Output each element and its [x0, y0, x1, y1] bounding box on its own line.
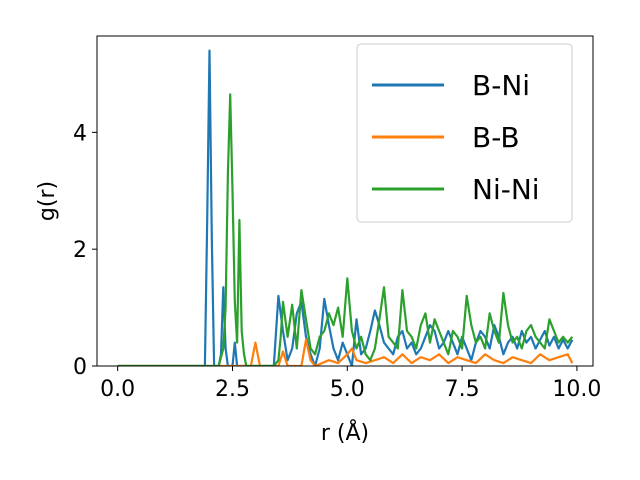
y-tick-label: 4: [73, 121, 87, 146]
legend-label-ni-ni: Ni-Ni: [472, 173, 540, 206]
y-axis: 0 2 4: [73, 121, 97, 380]
y-axis-label: g(r): [35, 181, 60, 221]
x-tick-label: 5.0: [330, 377, 365, 402]
series-line-b-b: [117, 338, 574, 366]
y-tick-label: 2: [73, 238, 87, 263]
plot-area: [96, 35, 594, 367]
x-tick-label: 0.0: [100, 377, 135, 402]
x-axis-label: r (Å): [321, 419, 369, 446]
legend-label-b-ni: B-Ni: [472, 69, 530, 102]
legend-box: [356, 43, 573, 223]
series-layer: [117, 49, 574, 366]
series-line-ni-ni: [117, 93, 574, 366]
x-tick-label: 2.5: [215, 377, 250, 402]
x-tick-label: 7.5: [445, 377, 480, 402]
legend-label-b-b: B-B: [472, 121, 520, 154]
plot-frame: [96, 35, 594, 367]
y-tick-label: 0: [73, 355, 87, 380]
legend: B-Ni B-B Ni-Ni: [356, 43, 573, 223]
x-axis: 0.0 2.5 5.0 7.5 10.0: [100, 366, 601, 402]
x-tick-label: 10.0: [552, 377, 601, 402]
